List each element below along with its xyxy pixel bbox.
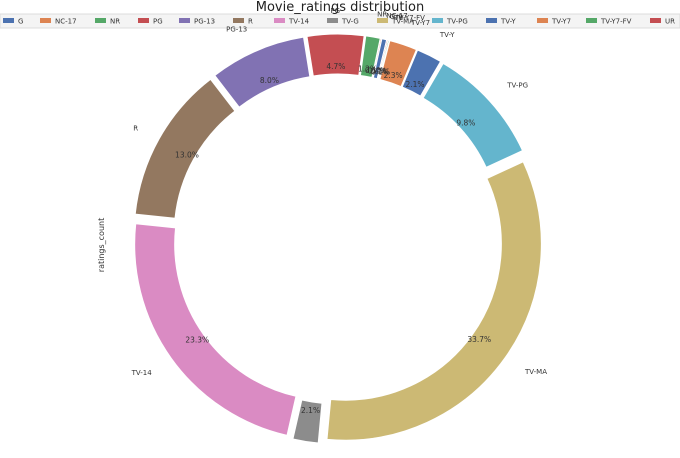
slice-tv-y7-fv — [377, 39, 390, 80]
legend-label-nr: NR — [110, 18, 120, 26]
slice-label-nr: NR — [377, 10, 387, 18]
slice-value-tv-y7: 2.3% — [384, 71, 403, 80]
slice-pg-13 — [214, 36, 311, 108]
slice-value-tv-pg: 9.8% — [456, 118, 475, 127]
chart-title: Movie_ratings distribution — [256, 0, 424, 15]
legend-swatch-tv-y7 — [537, 18, 548, 23]
legend-background — [0, 13, 680, 29]
slice-value-pg-13: 8.0% — [260, 76, 279, 85]
slice-tv-y7 — [379, 40, 418, 88]
legend-swatch-tv-y7-fv — [586, 18, 597, 23]
legend-label-tv-14: TV-14 — [288, 18, 310, 26]
legend-swatch-tv-ma — [377, 18, 388, 23]
legend-label-pg: PG — [153, 18, 163, 26]
slice-label-nc-17: NC-17 — [386, 12, 408, 20]
slice-label-tv-pg: TV-PG — [506, 82, 528, 90]
slice-label-pg-13: PG-13 — [226, 26, 247, 34]
slice-tv-ma — [326, 161, 542, 441]
legend-swatch-tv-14 — [274, 18, 285, 23]
legend-label-tv-y7-fv: TV-Y7-FV — [600, 18, 632, 26]
slice-value-tv-y: 2.1% — [405, 80, 424, 89]
legend-swatch-pg-13 — [179, 18, 190, 23]
slice-tv-y — [401, 49, 442, 97]
y-axis-label: ratings_count — [97, 218, 106, 272]
slice-pg — [306, 33, 365, 77]
legend-label-ur: UR — [665, 18, 675, 26]
slice-label-tv-14: TV-14 — [131, 369, 153, 377]
slice-value-tv-ma: 33.7% — [467, 335, 491, 344]
legend-swatch-pg — [138, 18, 149, 23]
legend-swatch-tv-g — [327, 18, 338, 23]
slice-label-tv-y7: TV-Y7 — [410, 19, 430, 27]
slice-value-tv-14: 23.3% — [185, 336, 209, 345]
legend-swatch-ur — [650, 18, 661, 23]
legend-label-nc-17: NC-17 — [55, 18, 77, 26]
legend-label-pg-13: PG-13 — [194, 18, 215, 26]
legend-swatch-tv-y — [486, 18, 497, 23]
legend-label-tv-y7: TV-Y7 — [551, 18, 571, 26]
legend-swatch-tv-pg — [432, 18, 443, 23]
slice-value-nr: 1.2% — [358, 65, 377, 74]
slice-value-g: 0.4% — [368, 66, 387, 75]
slice-label-tv-ma: TV-MA — [524, 368, 547, 376]
slice-label-g: G — [390, 13, 395, 21]
slice-tv-14 — [134, 223, 297, 436]
legend-swatch-r — [233, 18, 244, 23]
legend-label-g: G — [18, 18, 23, 26]
slice-value-pg: 4.7% — [326, 62, 345, 71]
slice-value-ur: 0.1% — [370, 67, 389, 76]
slice-tv-pg — [422, 62, 524, 169]
legend-label-tv-pg: TV-PG — [446, 18, 468, 26]
slices — [134, 33, 542, 444]
legend-swatch-g — [3, 18, 14, 23]
legend-label-tv-g: TV-G — [341, 18, 359, 26]
slice-label-r: R — [133, 124, 138, 132]
slice-value-tv-y7-fv: 0.1% — [371, 67, 390, 76]
slice-label-tv-y7-fv: TV-Y7-FV — [394, 14, 426, 22]
slice-label-ur: UR — [393, 14, 403, 22]
legend-swatch-nc-17 — [40, 18, 51, 23]
slice-value-r: 13.0% — [175, 151, 199, 160]
legend: G NC-17 NR PG PG-13 R TV-14 TV-G TV-MA TV-PG TV-Y T… — [0, 13, 680, 29]
legend-label-tv-y: TV-Y — [500, 18, 516, 26]
slice-value-nc-17: 0.1% — [365, 66, 384, 75]
legend-label-tv-ma: TV-MA — [391, 18, 414, 26]
legend-label-r: R — [248, 18, 253, 26]
slice-tv-g — [292, 399, 323, 444]
slice-r — [134, 78, 236, 219]
slice-label-pg: PG — [330, 7, 340, 15]
slice-value-tv-g: 2.1% — [301, 406, 320, 415]
slice-labels: R 13.0% PG-13 8.0% PG 4.7% NR 1.2% NC-17 0.1% G 0.4… — [131, 7, 548, 415]
legend-swatch-nr — [95, 18, 106, 23]
slice-label-tv-y: TV-Y — [439, 31, 455, 39]
